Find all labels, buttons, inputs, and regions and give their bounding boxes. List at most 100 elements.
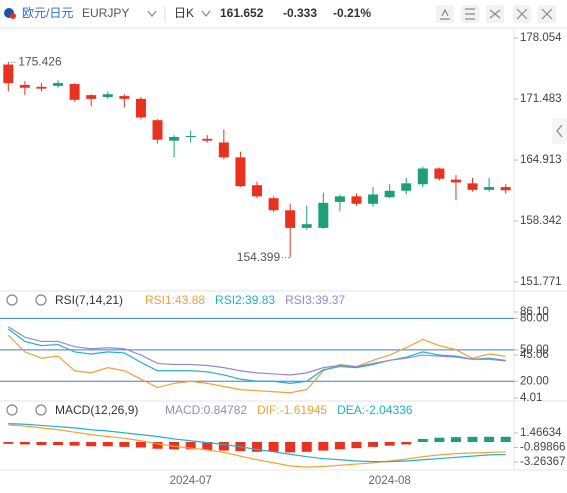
tool-button[interactable]: [436, 5, 454, 23]
candle-body: [202, 138, 213, 141]
indicator-line: [8, 423, 506, 463]
dropdown-icon[interactable]: [147, 10, 157, 17]
eye-icon[interactable]: [6, 404, 18, 416]
candle-body: [318, 202, 329, 228]
legend-entry: RSI3:39.37: [285, 293, 345, 307]
candle-body: [19, 84, 30, 88]
histogram-bar: [69, 441, 80, 446]
histogram-bar: [119, 441, 130, 447]
legend-entry: MACD:0.84782: [165, 403, 247, 417]
y-tick-label: 80.00: [520, 312, 549, 324]
y-tick-label: 151.771: [520, 276, 562, 288]
indicator-line: [7, 328, 506, 384]
histogram-bar: [252, 441, 262, 452]
tool-icon: [465, 8, 475, 20]
eye-icon[interactable]: [6, 294, 18, 306]
y-tick-label: 45.06: [520, 349, 549, 361]
histogram-bar: [500, 436, 511, 442]
candle-body: [334, 196, 345, 202]
candle-body: [3, 64, 14, 84]
candle-body: [417, 168, 428, 185]
candle-body: [368, 194, 379, 204]
legend-entry: RSI1:43.88: [145, 293, 205, 307]
y-tick-label: 164.913: [520, 154, 562, 166]
candle-body: [301, 224, 312, 228]
histogram-bar: [401, 441, 412, 445]
histogram-bar: [268, 441, 279, 452]
side-toggle-icon: [556, 124, 563, 138]
y-tick-label: 86.10: [520, 306, 549, 318]
y-tick-label: 171.483: [520, 93, 562, 105]
histogram-bar: [467, 436, 478, 442]
candle-body: [135, 98, 146, 118]
candle-body: [53, 83, 64, 86]
histogram-bar: [384, 441, 395, 446]
histogram-bar: [135, 441, 146, 448]
y-tick-label: -3.26367: [520, 456, 565, 468]
histogram-bar: [3, 441, 14, 444]
x-tick-label: 2024-08: [369, 475, 411, 487]
histogram-bar: [450, 437, 461, 442]
candle-body: [86, 95, 97, 99]
indicator-title: RSI(7,14,21): [55, 293, 123, 307]
candle-body: [119, 96, 130, 99]
tool-icon: [440, 8, 450, 20]
macd-header: MACD(12,26,9): [6, 403, 138, 417]
candle-body: [285, 210, 296, 228]
dropdown-icon[interactable]: [201, 10, 211, 17]
side-toggle[interactable]: [552, 118, 567, 144]
histogram-bar: [218, 441, 229, 451]
indicator-line: [8, 424, 506, 468]
candle-body: [268, 198, 279, 211]
period[interactable]: 日K: [174, 6, 194, 20]
histogram-bar: [102, 441, 113, 447]
high-label: 175.426: [18, 55, 62, 69]
tool-icon: [541, 8, 553, 20]
histogram-bar: [185, 441, 196, 450]
y-tick-label: 20.00: [520, 375, 549, 387]
price-change-pct: -0.21%: [333, 6, 371, 20]
indicator-line: [7, 326, 506, 376]
legend-entry: RSI2:39.83: [215, 293, 275, 307]
candle-body: [185, 136, 196, 138]
settings-icon[interactable]: [35, 404, 47, 416]
histogram-bar: [19, 441, 30, 445]
pair-name[interactable]: 欧元/日元: [22, 6, 73, 20]
indicator-line: [7, 334, 506, 394]
rsi-header: RSI(7,14,21): [6, 293, 123, 307]
settings-icon[interactable]: [35, 294, 47, 306]
toolbar: [436, 5, 556, 23]
histogram-bar: [318, 441, 329, 451]
candle-body: [484, 187, 495, 190]
flag-icon: [10, 13, 16, 19]
histogram-bar: [484, 436, 495, 442]
candle-body: [218, 142, 229, 158]
candle-body: [152, 120, 163, 140]
y-tick-label: 158.342: [520, 215, 562, 227]
candle-body: [235, 157, 246, 187]
candle-body: [252, 185, 262, 197]
histogram-bar: [86, 441, 97, 447]
low-label: 154.399: [237, 250, 281, 264]
symbol[interactable]: EURJPY: [82, 6, 129, 20]
last-price: 161.652: [220, 6, 264, 20]
y-tick-label: 178.054: [520, 32, 562, 44]
candle-body: [450, 179, 461, 183]
price-change: -0.333: [283, 6, 317, 20]
histogram-bar: [202, 441, 213, 450]
candle-body: [169, 136, 180, 141]
y-tick-label: 1.46634: [520, 427, 562, 439]
histogram-bar: [301, 441, 312, 452]
tool-icon: [516, 8, 528, 20]
candle-body: [500, 187, 511, 191]
y-tick-label: 50.00: [520, 344, 549, 356]
histogram-bar: [285, 441, 296, 453]
y-tick-label: 4.01: [520, 392, 542, 404]
histogram-bar: [53, 441, 64, 446]
indicator-title: MACD(12,26,9): [55, 403, 138, 417]
histogram-bar: [351, 441, 362, 449]
histogram-bar: [36, 441, 47, 446]
